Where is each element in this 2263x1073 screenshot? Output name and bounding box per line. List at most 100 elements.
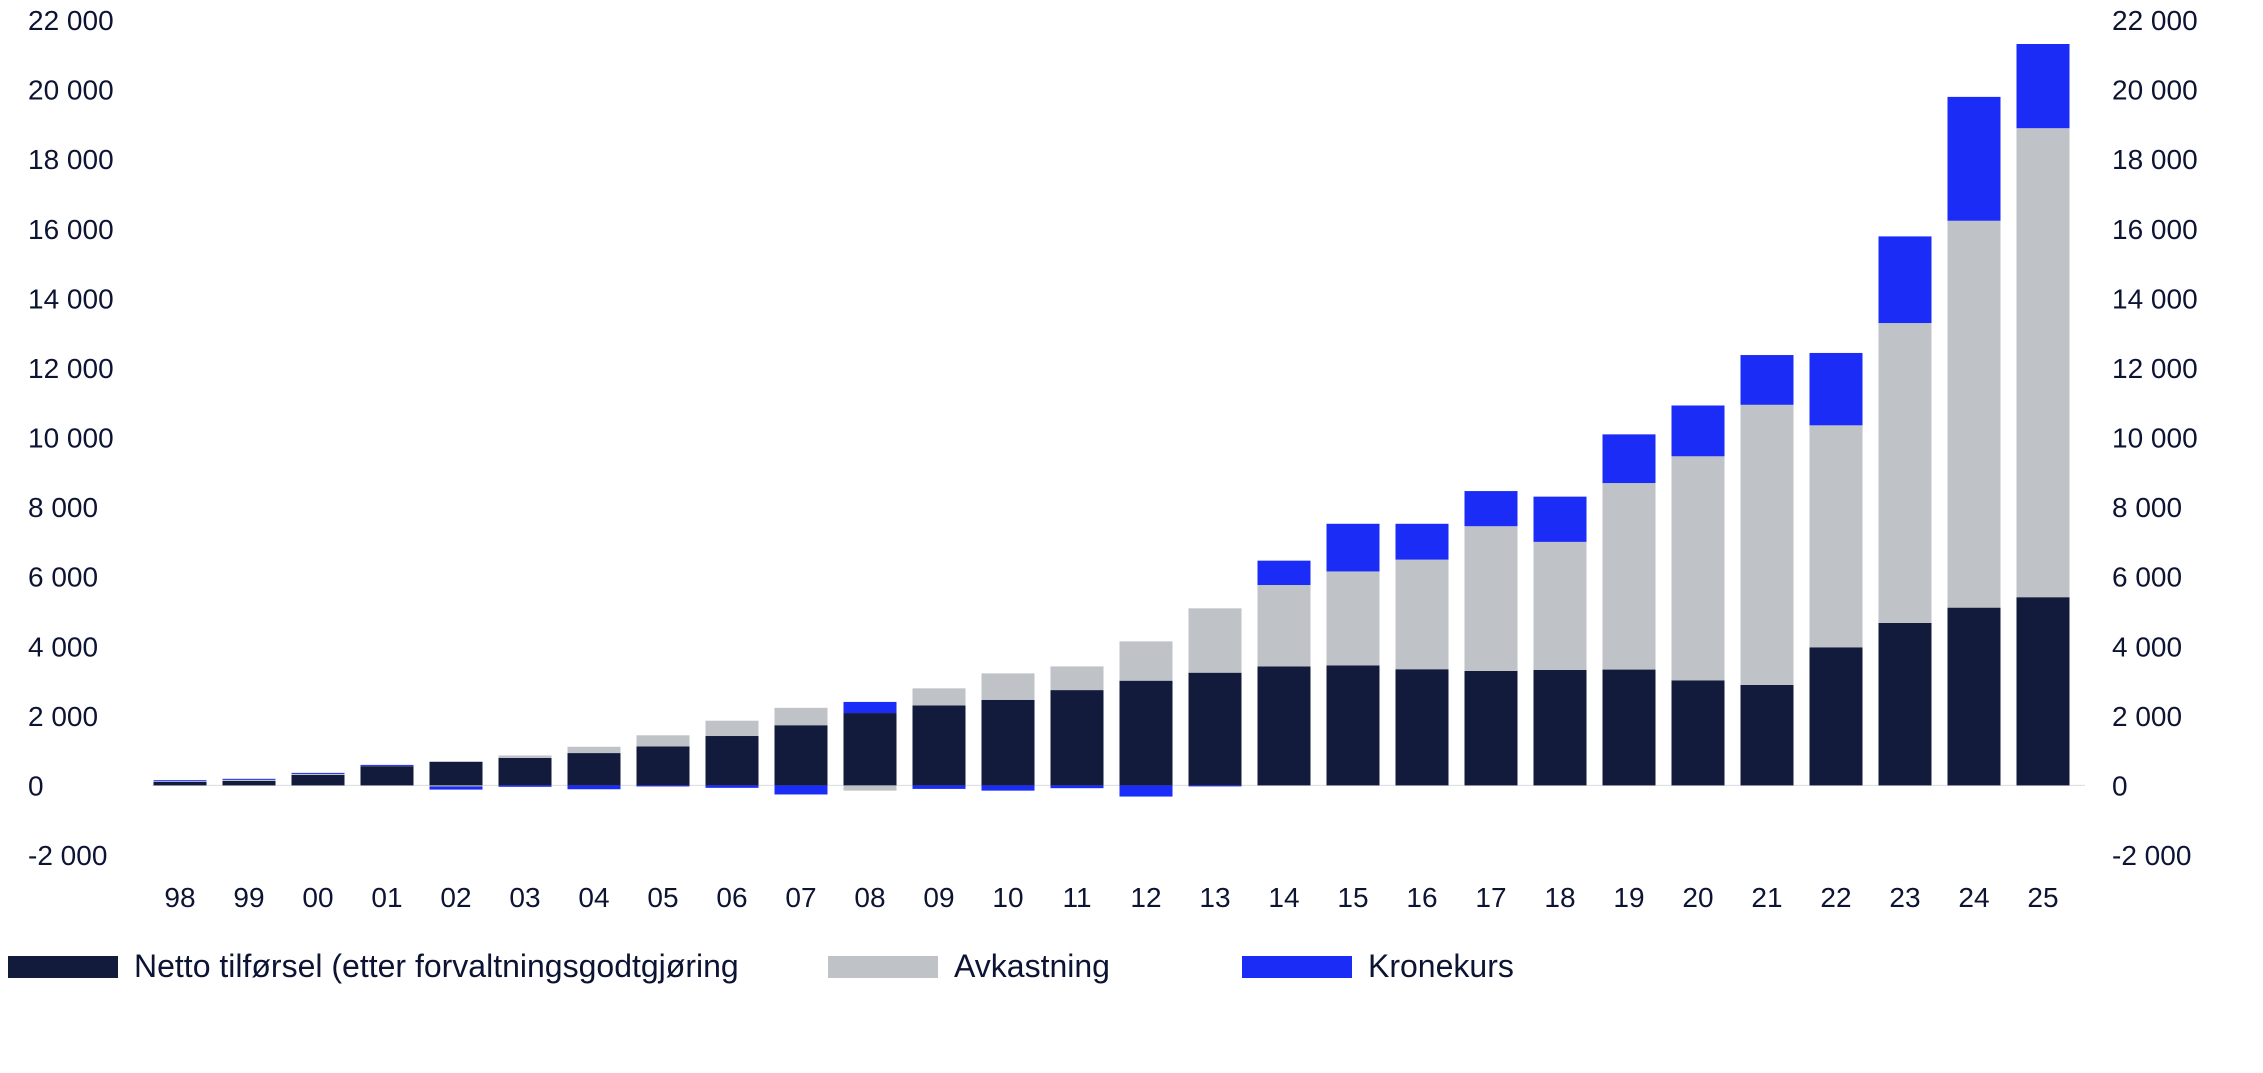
bar-netto-02: [429, 761, 483, 786]
x-tick: 14: [1268, 882, 1299, 913]
legend-swatch-netto: [8, 956, 118, 978]
bar-netto-09: [912, 705, 966, 786]
x-tick: 16: [1406, 882, 1437, 913]
bar-kronekurs-17: [1464, 491, 1518, 527]
bar-kronekurs-18: [1533, 496, 1587, 542]
bar-kronekurs-14: [1257, 560, 1311, 586]
bar-avkastning-20: [1671, 456, 1725, 681]
y-tick-right: 10 000: [2112, 423, 2198, 454]
bar-kronekurs-24: [1947, 96, 2001, 221]
x-tick: 13: [1199, 882, 1230, 913]
bar-kronekurs-25: [2016, 44, 2070, 129]
bar-netto-06: [705, 736, 759, 786]
x-tick: 99: [233, 882, 264, 913]
bar-avkastning-06: [705, 720, 759, 737]
legend-item-netto[interactable]: Netto tilførsel (etter forvaltningsgodtg…: [8, 948, 739, 984]
y-tick-right: 22 000: [2112, 5, 2198, 36]
x-tick: 09: [923, 882, 954, 913]
bar-kronekurs-16: [1395, 523, 1449, 560]
x-tick: 17: [1475, 882, 1506, 913]
bar-netto-03: [498, 757, 552, 786]
y-tick-left: 8 000: [28, 492, 98, 523]
legend-item-kronekurs[interactable]: Kronekurs: [1242, 948, 1514, 984]
bar-kronekurs-22: [1809, 352, 1863, 426]
bar-netto-04: [567, 753, 621, 786]
bar-netto-18: [1533, 669, 1587, 786]
bar-netto-25: [2016, 597, 2070, 786]
bar-avkastning-10: [981, 673, 1035, 700]
bar-avkastning-13: [1188, 608, 1242, 673]
x-tick: 21: [1751, 882, 1782, 913]
y-tick-left: 14 000: [28, 283, 114, 314]
y-tick-left: -2 000: [28, 840, 107, 871]
bar-avkastning-11: [1050, 666, 1104, 691]
y-tick-left: 18 000: [28, 144, 114, 175]
bar-netto-98: [153, 781, 207, 786]
y-tick-right: 14 000: [2112, 283, 2198, 314]
bar-avkastning-22: [1809, 425, 1863, 648]
y-tick-right: 12 000: [2112, 353, 2198, 384]
bar-avkastning-04: [567, 746, 621, 754]
y-tick-right: 4 000: [2112, 631, 2182, 662]
legend-label-netto: Netto tilførsel (etter forvaltningsgodtg…: [134, 948, 739, 984]
legend-swatch-kronekurs: [1242, 956, 1352, 978]
x-tick: 24: [1958, 882, 1989, 913]
y-tick-left: 20 000: [28, 75, 114, 106]
bar-kronekurs-03: [498, 785, 552, 787]
bar-netto-15: [1326, 665, 1380, 786]
y-tick-right: 20 000: [2112, 75, 2198, 106]
bar-avkastning-15: [1326, 571, 1380, 666]
left-y-axis-ticks: 22 000 20 000 18 000 16 000 14 000 12 000 10 0…: [28, 5, 114, 871]
x-tick: 15: [1337, 882, 1368, 913]
bar-netto-14: [1257, 666, 1311, 786]
bar-avkastning-07: [774, 707, 828, 726]
y-tick-left: 22 000: [28, 5, 114, 36]
y-tick-right: 8 000: [2112, 492, 2182, 523]
bar-netto-13: [1188, 672, 1242, 786]
y-tick-right: 6 000: [2112, 562, 2182, 593]
right-y-axis-ticks: 22 000 20 000 18 000 16 000 14 000 12 000 10 0…: [2112, 5, 2198, 871]
y-tick-right: 16 000: [2112, 214, 2198, 245]
bar-kronekurs-07: [774, 785, 828, 795]
bar-netto-16: [1395, 669, 1449, 786]
bar-netto-20: [1671, 680, 1725, 786]
bar-kronekurs-99: [222, 778, 276, 780]
bar-kronekurs-01: [360, 764, 414, 766]
bar-kronekurs-09: [912, 785, 966, 789]
y-tick-right: 18 000: [2112, 144, 2198, 175]
y-tick-left: 16 000: [28, 214, 114, 245]
bar-avkastning-21: [1740, 404, 1794, 685]
bar-avkastning-17: [1464, 526, 1518, 671]
bar-kronekurs-23: [1878, 236, 1932, 324]
y-tick-right: 2 000: [2112, 701, 2182, 732]
bar-avkastning-25: [2016, 128, 2070, 598]
bar-netto-01: [360, 765, 414, 786]
bar-avkastning-16: [1395, 559, 1449, 670]
legend-swatch-avkastning: [828, 956, 938, 978]
y-tick-left: 0: [28, 770, 44, 801]
x-tick: 18: [1544, 882, 1575, 913]
bar-avkastning-09: [912, 688, 966, 706]
x-tick: 06: [716, 882, 747, 913]
bar-kronekurs-04: [567, 785, 621, 790]
x-axis-ticks: 98 99 00 01 02 03 04 05 06 07 08 09 10 11 12 13 14 15 16 17…: [164, 882, 2058, 913]
x-tick: 02: [440, 882, 471, 913]
x-tick: 01: [371, 882, 402, 913]
legend-item-avkastning[interactable]: Avkastning: [828, 948, 1110, 984]
bar-avkastning-08: [843, 785, 897, 791]
x-tick: 12: [1130, 882, 1161, 913]
bar-avkastning-02: [429, 785, 483, 787]
bar-kronekurs-98: [153, 780, 207, 782]
bar-avkastning-12: [1119, 641, 1173, 681]
x-tick: 19: [1613, 882, 1644, 913]
x-tick: 25: [2027, 882, 2058, 913]
bar-kronekurs-15: [1326, 523, 1380, 572]
bar-kronekurs-21: [1740, 355, 1794, 405]
bar-netto-11: [1050, 690, 1104, 786]
x-tick: 20: [1682, 882, 1713, 913]
bar-netto-99: [222, 780, 276, 786]
x-tick: 04: [578, 882, 609, 913]
bar-kronekurs-00: [291, 772, 345, 774]
bar-avkastning-19: [1602, 483, 1656, 670]
